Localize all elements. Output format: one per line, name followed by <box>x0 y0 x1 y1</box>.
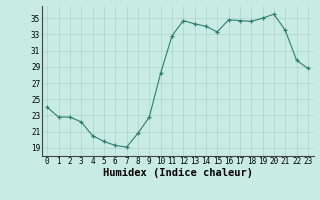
X-axis label: Humidex (Indice chaleur): Humidex (Indice chaleur) <box>103 168 252 178</box>
